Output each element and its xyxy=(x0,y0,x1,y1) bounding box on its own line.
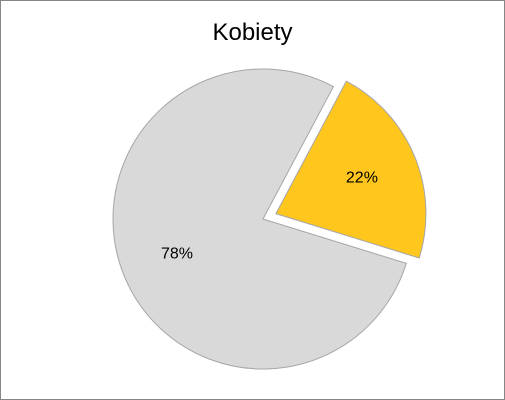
pie-slice-0 xyxy=(275,80,427,259)
slice-label-0: 22% xyxy=(346,169,378,186)
slice-label-1: 78% xyxy=(161,246,193,263)
chart-title: Kobiety xyxy=(212,19,293,46)
pie-slice-1 xyxy=(112,68,407,370)
